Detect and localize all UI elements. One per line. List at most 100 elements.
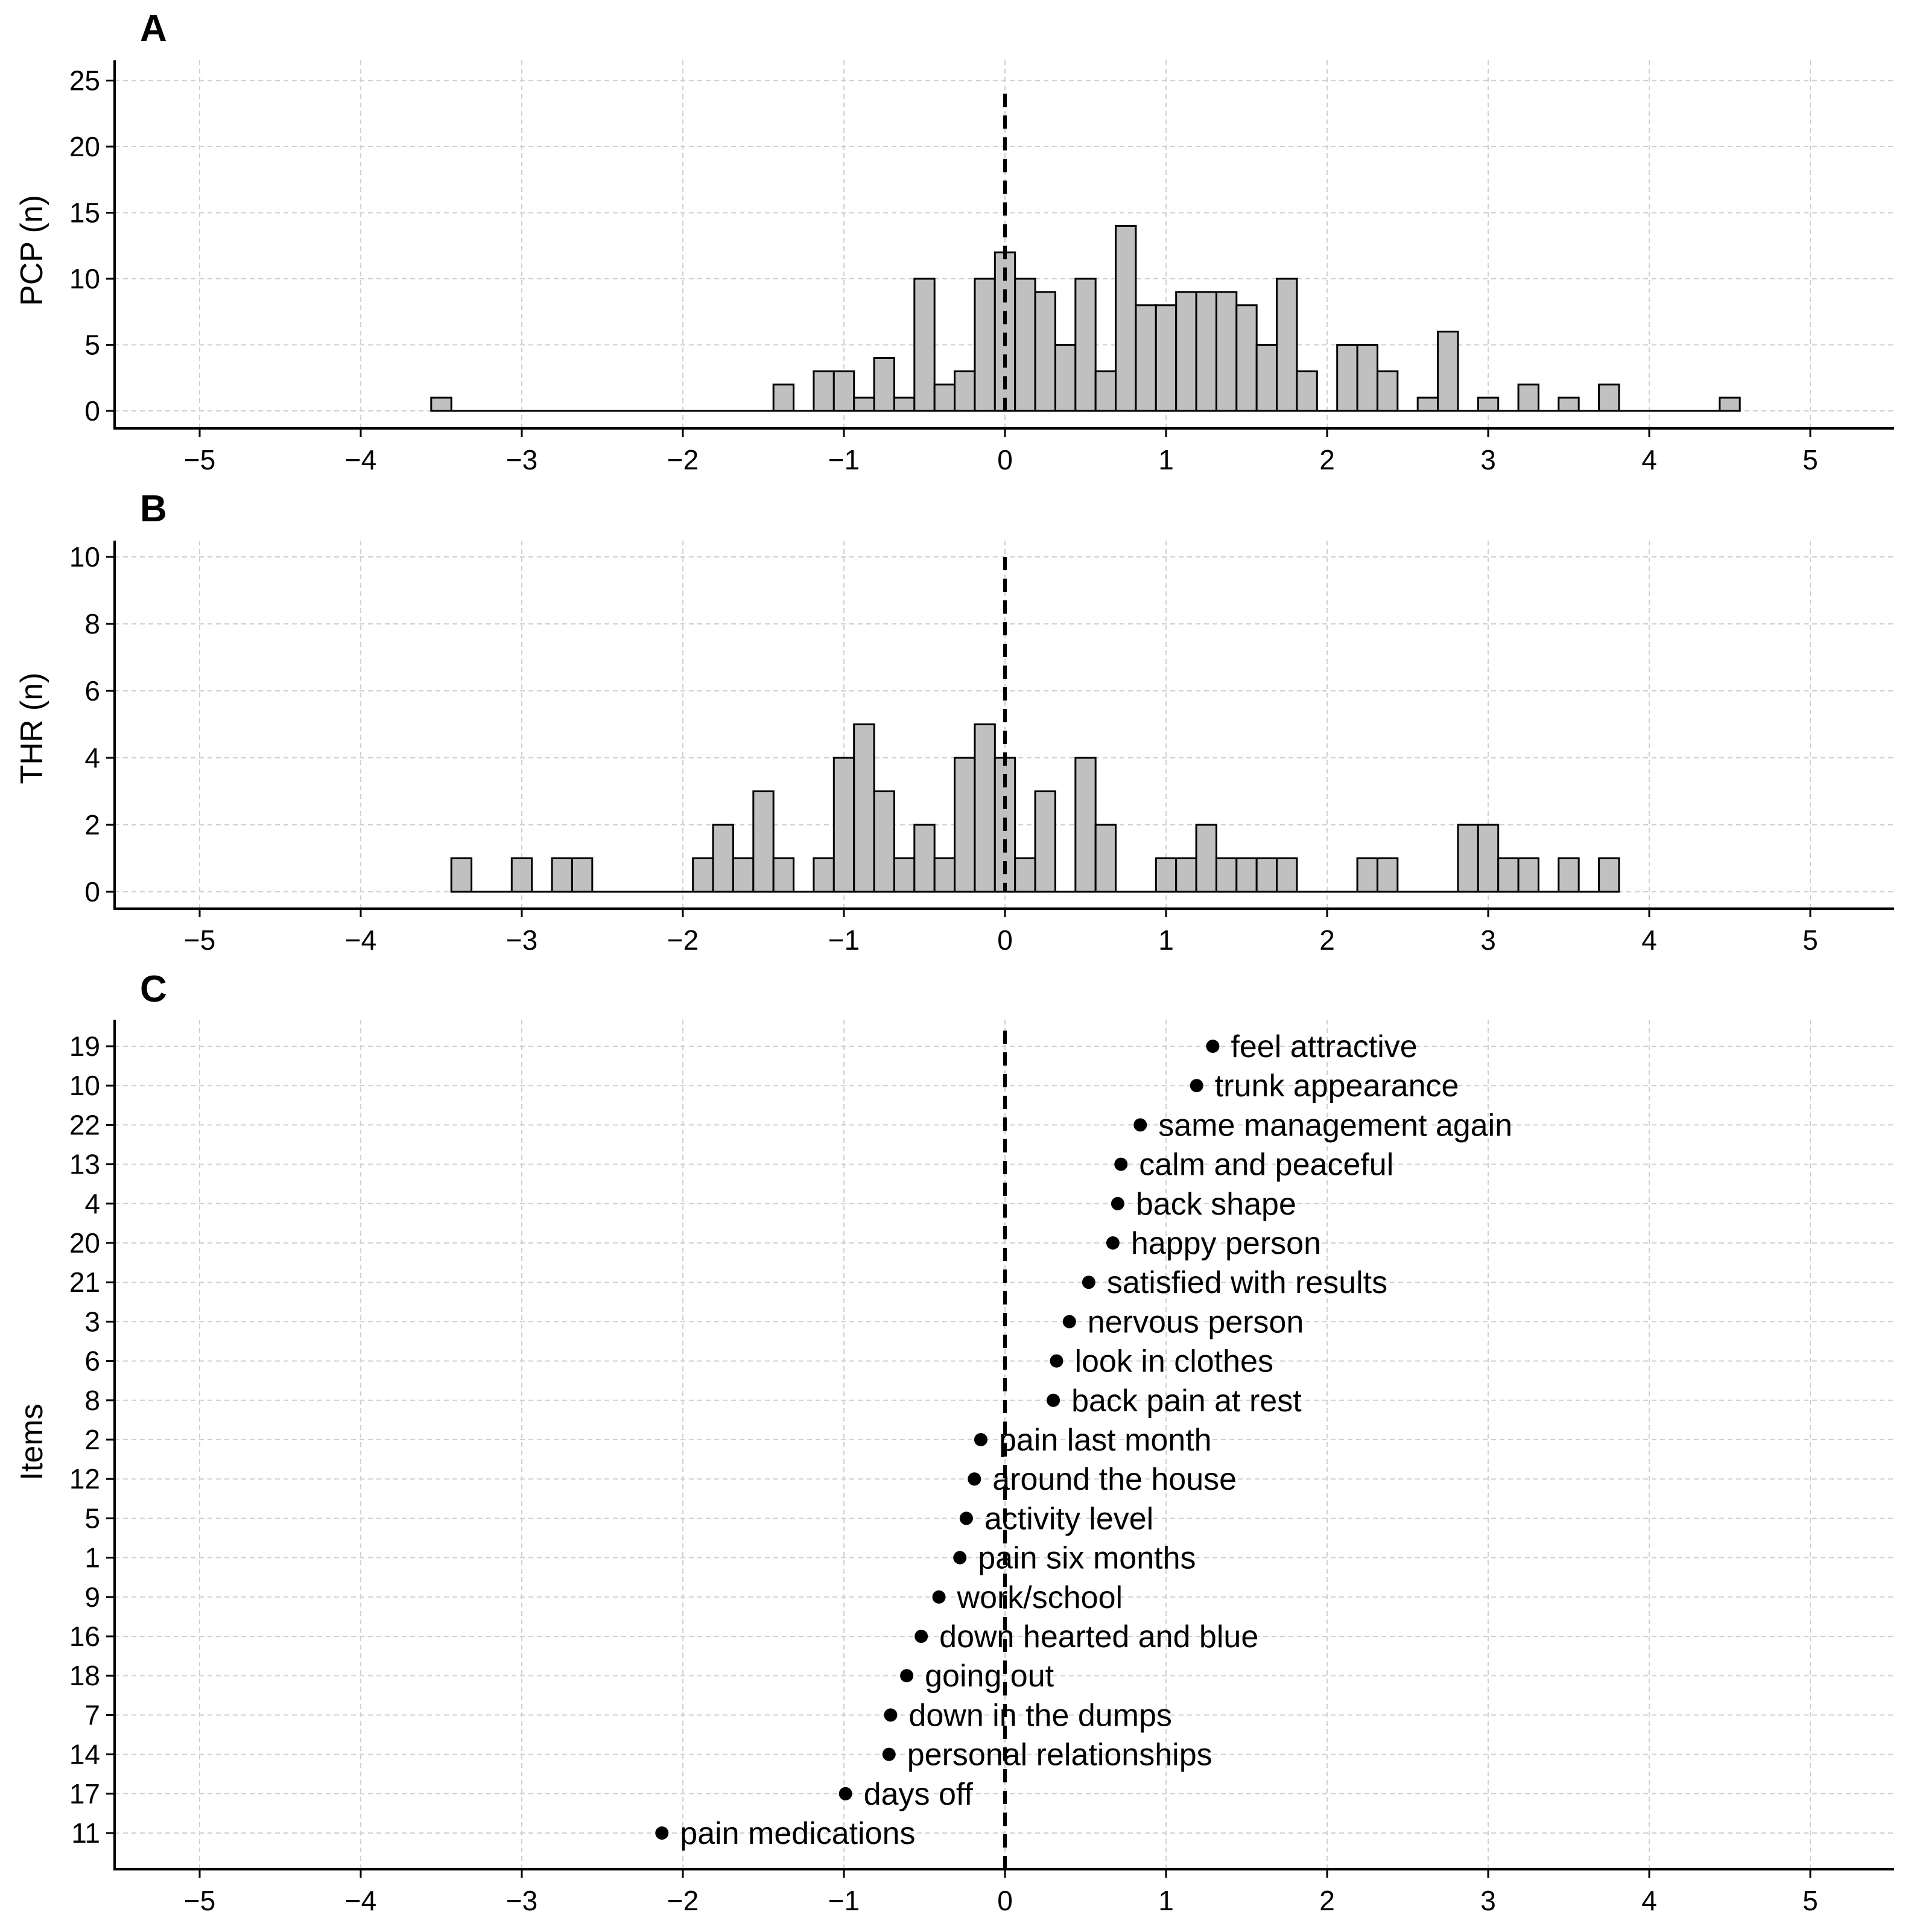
- panel-a-bar: [1255, 344, 1278, 412]
- panel-c-point: [1133, 1118, 1147, 1132]
- panel-c-point: [1082, 1276, 1095, 1289]
- panel-b-bar: [1235, 857, 1258, 893]
- panel-c-tag: C: [140, 968, 167, 1010]
- panel-c-point: [914, 1630, 928, 1643]
- panel-b-bar: [1195, 824, 1217, 893]
- panel-a-y-axis-title: PCP (n): [14, 195, 49, 306]
- panel-c-y-tick-label: 16: [69, 1621, 100, 1652]
- panel-a-x-tick-label: 2: [1319, 444, 1335, 475]
- panel-a-y-tick-label: 25: [69, 65, 100, 97]
- panel-a-y-tick-label: 5: [84, 329, 100, 361]
- panel-b-bar: [933, 857, 956, 893]
- panel-c-x-tick-label: 3: [1480, 1885, 1496, 1916]
- panel-c-x-tick-label: −5: [184, 1885, 215, 1916]
- panel-a-bar: [1437, 331, 1459, 412]
- panel-a-x-tick-label: −4: [345, 444, 376, 475]
- panel-b-x-tick-label: 2: [1319, 924, 1335, 956]
- panel-a-bar: [913, 278, 936, 412]
- panel-b-bar: [510, 857, 533, 893]
- panel-c-point: [959, 1511, 973, 1525]
- panel-a-y-tick-label: 15: [69, 197, 100, 229]
- panel-c-point-label: around the house: [992, 1462, 1237, 1497]
- panel-b-x-tick-label: 1: [1158, 924, 1174, 956]
- panel-c-point: [1047, 1393, 1060, 1407]
- panel-a-bar: [1416, 396, 1439, 412]
- panel-c-point-label: back shape: [1136, 1187, 1296, 1222]
- panel-b-bar: [873, 790, 895, 893]
- panel-b-bar: [1034, 790, 1056, 893]
- panel-b-bar: [1497, 857, 1520, 893]
- panel-a-bar: [1276, 278, 1298, 412]
- panel-c-point-label: pain medications: [680, 1816, 915, 1851]
- panel-c-y-tick-label: 7: [84, 1699, 100, 1730]
- panel-c-y-tick-label: 3: [84, 1306, 100, 1337]
- panel-a-bar: [1115, 224, 1137, 412]
- panel-c-x-tick-label: −3: [506, 1885, 537, 1916]
- panel-a-x-tick-label: 1: [1158, 444, 1174, 475]
- panel-c-y-tick-label: 13: [69, 1149, 100, 1180]
- panel-c-y-tick-label: 8: [84, 1385, 100, 1416]
- panel-c-point-label: pain six months: [978, 1541, 1196, 1576]
- panel-a-bar: [832, 370, 855, 412]
- panel-a-bar: [1155, 304, 1178, 412]
- panel-c-y-axis-title: Items: [14, 1403, 49, 1480]
- panel-b-x-tick-label: 4: [1641, 924, 1657, 956]
- panel-b-bar: [954, 757, 976, 893]
- panel-c-y-tick-label: 4: [84, 1188, 100, 1219]
- panel-c-point: [1106, 1236, 1120, 1250]
- panel-a-bar: [853, 396, 875, 412]
- panel-c-y-tick-label: 21: [69, 1266, 100, 1298]
- panel-b-x-tick-label: −4: [345, 924, 376, 956]
- panel-c-y-tick-label: 20: [69, 1227, 100, 1259]
- panel-c-point: [882, 1747, 896, 1761]
- panel-a-bar: [1558, 396, 1580, 412]
- panel-b-y-tick-label: 8: [84, 608, 100, 640]
- panel-a-bar: [873, 357, 895, 412]
- panel-b-bar: [1376, 857, 1399, 893]
- panel-c-point-label: calm and peaceful: [1139, 1148, 1393, 1183]
- panel-b-x-tick-label: −3: [506, 924, 537, 956]
- panel-c-point-label: back pain at rest: [1071, 1384, 1302, 1419]
- panel-b-bar: [692, 857, 714, 893]
- panel-b-y-tick-label: 2: [84, 809, 100, 840]
- panel-b-bar: [1215, 857, 1238, 893]
- panel-b-y-tick-label: 6: [84, 675, 100, 707]
- panel-b-y-tick-label: 4: [84, 742, 100, 774]
- panel-c-point: [1111, 1196, 1124, 1210]
- panel-c-y-tick-label: 9: [84, 1581, 100, 1613]
- panel-c-dotplot: C Items feel attractive trunk appearance s…: [14, 968, 1894, 1916]
- panel-c-x-tick-label: 0: [997, 1885, 1013, 1916]
- panel-c-point-label: personal relationships: [907, 1738, 1212, 1773]
- panel-b-bar: [893, 857, 916, 893]
- panel-a-histogram: A PCP (n) −5 −4 −3 −2 −1 0 1 2 3 4 5 0 5 10 15 20 25: [14, 8, 1894, 475]
- panel-c-y-tick-label: 19: [69, 1031, 100, 1062]
- panel-c-point: [900, 1669, 914, 1683]
- panel-c-point-label: feel attractive: [1231, 1029, 1417, 1064]
- panel-b-bar: [1356, 857, 1378, 893]
- panel-b-x-tick-label: −1: [828, 924, 860, 956]
- panel-c-x-tick-label: 4: [1641, 1885, 1657, 1916]
- panel-c-point-label: look in clothes: [1074, 1344, 1273, 1379]
- panel-b-bar: [551, 857, 573, 893]
- panel-b-bar: [712, 824, 734, 893]
- panel-b-bar: [772, 857, 795, 893]
- panel-b-bar: [1457, 824, 1479, 893]
- panel-a-bar: [1014, 278, 1036, 412]
- panel-c-point-label: down hearted and blue: [939, 1619, 1258, 1654]
- panel-c-y-tick-label: 2: [84, 1424, 100, 1455]
- panel-b-x-tick-label: 0: [997, 924, 1013, 956]
- panel-a-bar: [1175, 291, 1197, 412]
- panel-a-bar: [1235, 304, 1258, 412]
- panel-c-point-label: activity level: [984, 1501, 1153, 1536]
- panel-a-bar: [893, 396, 916, 412]
- panel-b-bar: [1074, 757, 1097, 893]
- panel-a-x-tick-label: 0: [997, 444, 1013, 475]
- panel-b-x-tick-label: −5: [184, 924, 215, 956]
- panel-a-y-tick-label: 10: [69, 263, 100, 294]
- panel-a-bar: [1034, 291, 1056, 412]
- panel-c-point: [1050, 1354, 1063, 1368]
- panel-b-y-tick-label: 0: [84, 876, 100, 907]
- panel-c-point: [655, 1826, 669, 1840]
- panel-c-y-tick-label: 10: [69, 1070, 100, 1101]
